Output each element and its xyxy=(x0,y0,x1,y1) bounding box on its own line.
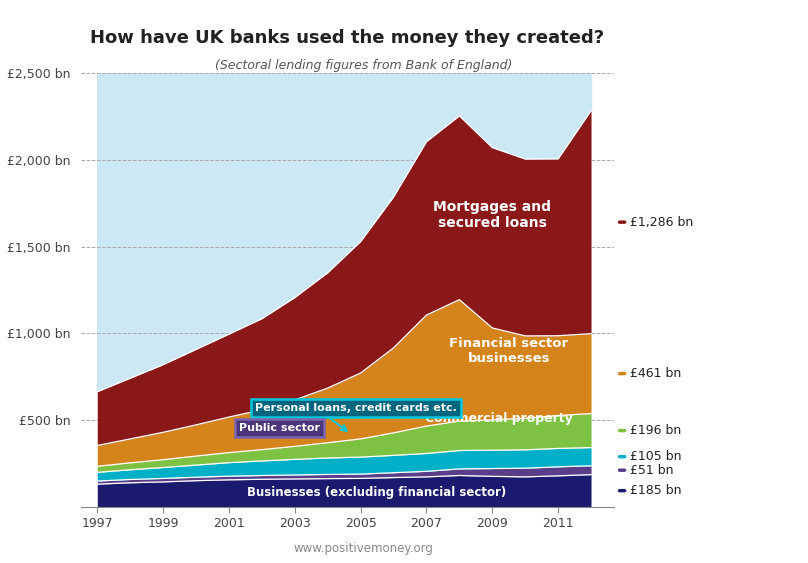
Text: £461 bn: £461 bn xyxy=(630,367,681,380)
Text: £196 bn: £196 bn xyxy=(630,424,681,437)
Title: How have UK banks used the money they created?: How have UK banks used the money they cr… xyxy=(90,29,604,47)
Text: £1,286 bn: £1,286 bn xyxy=(630,216,693,229)
Text: (Sectoral lending figures from Bank of England): (Sectoral lending figures from Bank of E… xyxy=(215,59,512,72)
Text: www.positivemoney.org: www.positivemoney.org xyxy=(293,542,434,555)
Text: Financial sector
businesses: Financial sector businesses xyxy=(449,337,568,365)
Text: Public sector: Public sector xyxy=(239,423,320,433)
Text: Businesses (excluding financial sector): Businesses (excluding financial sector) xyxy=(247,486,507,499)
Text: Mortgages and
secured loans: Mortgages and secured loans xyxy=(433,200,551,230)
Text: £185 bn: £185 bn xyxy=(630,484,682,497)
Text: Personal loans, credit cards etc.: Personal loans, credit cards etc. xyxy=(255,403,457,413)
Text: £105 bn: £105 bn xyxy=(630,450,682,463)
Text: Commercial property: Commercial property xyxy=(425,412,573,425)
Text: £51 bn: £51 bn xyxy=(630,464,674,477)
